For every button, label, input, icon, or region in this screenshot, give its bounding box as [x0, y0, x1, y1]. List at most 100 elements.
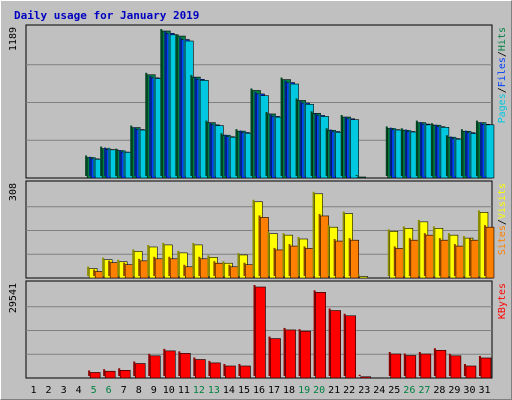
bar-shade-hits-day-31	[475, 120, 478, 176]
bar-kbytes-day-21	[330, 310, 341, 379]
bar-shade-files-day-20	[314, 113, 317, 176]
bar-shade-visits-day-9	[147, 244, 150, 276]
bar-kbytes-day-12	[195, 359, 206, 379]
bar-kbytes-day-23	[360, 376, 372, 379]
bar-kbytes-day-14	[225, 365, 236, 379]
bar-shade-pages-day-20	[318, 114, 321, 176]
bar-shade-kbytes-day-7	[118, 368, 121, 376]
bar-shade-files-day-29	[449, 136, 452, 176]
bar-pages-day-31	[485, 124, 495, 179]
x-tick-label-20: 20	[313, 385, 325, 396]
bar-kbytes-day-16	[255, 286, 266, 379]
bar-shade-pages-day-9	[153, 76, 156, 176]
bar-shade-hits-day-8	[130, 125, 133, 176]
legend-top-item-4: Hits	[497, 27, 508, 51]
bar-shade-sites-day-11	[183, 264, 186, 276]
bar-shade-files-day-18	[284, 80, 287, 176]
bar-shade-hits-day-15	[235, 129, 238, 176]
bar-shade-visits-day-19	[297, 237, 300, 276]
bar-shade-hits-day-9	[145, 72, 148, 176]
bar-shade-kbytes-day-13	[208, 360, 211, 376]
bar-shade-pages-day-26	[408, 130, 411, 176]
legend-top-item-3: /	[497, 51, 508, 57]
x-tick-label-2: 2	[46, 385, 52, 396]
legend-top-item-0: Pages	[497, 93, 508, 123]
bar-sites-day-31	[485, 226, 495, 279]
bar-shade-visits-day-28	[432, 226, 435, 276]
bar-shade-files-day-11	[179, 37, 182, 176]
bar-shade-kbytes-day-31	[478, 355, 481, 376]
bar-sites-day-26	[410, 239, 420, 279]
bar-shade-pages-day-7	[123, 150, 126, 176]
bar-hits-day-23	[357, 176, 367, 179]
bar-shade-visits-day-23	[357, 274, 360, 276]
legend-mid-item-1: /	[497, 219, 508, 225]
x-tick-label-21: 21	[328, 385, 340, 396]
bar-kbytes-day-19	[300, 330, 311, 379]
bar-shade-visits-day-14	[222, 261, 225, 276]
bar-shade-kbytes-day-18	[283, 327, 286, 376]
bar-shade-visits-day-11	[177, 250, 180, 276]
bar-shade-kbytes-day-30	[463, 363, 466, 376]
legend-bottom-item-0: KBytes	[497, 283, 508, 319]
x-tick-label-17: 17	[268, 385, 280, 396]
bar-sites-day-22	[350, 239, 359, 279]
bar-sites-day-6	[109, 262, 119, 279]
bar-shade-files-day-30	[464, 130, 467, 176]
bar-shade-kbytes-day-29	[448, 353, 451, 376]
bar-sites-day-5	[94, 271, 104, 279]
bar-shade-pages-day-25	[393, 128, 396, 176]
bar-shade-kbytes-day-10	[163, 348, 166, 376]
bar-shade-sites-day-18	[288, 244, 291, 276]
x-tick-label-23: 23	[358, 385, 370, 396]
bar-shade-visits-day-17	[267, 231, 270, 276]
bar-sites-day-19	[305, 248, 314, 279]
bar-shade-hits-day-13	[205, 120, 208, 176]
bar-shade-kbytes-day-19	[298, 329, 301, 376]
x-tick-label-24: 24	[373, 385, 385, 396]
legend-mid-item-2: Visits	[497, 183, 508, 219]
bar-shade-sites-day-30	[468, 238, 471, 276]
bar-shade-hits-day-16	[250, 88, 253, 176]
bar-shade-pages-day-22	[348, 117, 351, 176]
bar-shade-sites-day-26	[408, 238, 411, 276]
bar-shade-pages-day-10	[168, 32, 171, 176]
bar-shade-hits-day-6	[100, 146, 103, 176]
chart-title: Daily usage for January 2019	[14, 9, 199, 22]
x-tick-label-5: 5	[91, 385, 97, 396]
x-tick-label-25: 25	[388, 385, 400, 396]
bar-sites-day-11	[185, 266, 194, 279]
bar-shade-pages-day-5	[93, 157, 96, 176]
bar-shade-sites-day-21	[333, 239, 336, 276]
bar-shade-sites-day-5	[93, 269, 96, 276]
bar-shade-visits-day-12	[192, 242, 195, 276]
legend-top-item-2: Files	[497, 57, 508, 87]
bar-kbytes-day-10	[164, 350, 176, 379]
bar-kbytes-day-25	[390, 353, 402, 379]
bar-sites-day-15	[245, 264, 254, 279]
bar-shade-sites-day-29	[453, 244, 456, 276]
x-tick-label-8: 8	[136, 385, 142, 396]
bar-sites-day-20	[320, 215, 329, 279]
bar-shade-kbytes-day-15	[238, 363, 241, 376]
bar-sites-day-12	[200, 258, 209, 279]
bar-shade-pages-day-28	[438, 125, 441, 176]
bar-sites-day-17	[275, 249, 284, 279]
bar-shade-visits-day-10	[162, 242, 165, 276]
bar-shade-sites-day-20	[318, 213, 321, 276]
bar-shade-hits-day-28	[430, 123, 433, 176]
bar-kbytes-day-28	[435, 349, 447, 379]
panel-bottom-max-label: 29541	[8, 283, 19, 313]
bar-shade-visits-day-20	[312, 191, 315, 276]
bar-shade-kbytes-day-26	[403, 353, 406, 376]
bar-kbytes-day-30	[465, 365, 477, 379]
x-tick-label-7: 7	[121, 385, 127, 396]
bar-shade-kbytes-day-17	[268, 336, 271, 376]
bar-shade-visits-day-7	[117, 259, 120, 276]
panel-top-legend: Pages/Files/Hits	[497, 27, 508, 123]
bar-shade-visits-day-5	[87, 266, 90, 276]
bar-shade-hits-day-18	[280, 77, 283, 176]
bar-shade-visits-day-8	[132, 249, 135, 276]
